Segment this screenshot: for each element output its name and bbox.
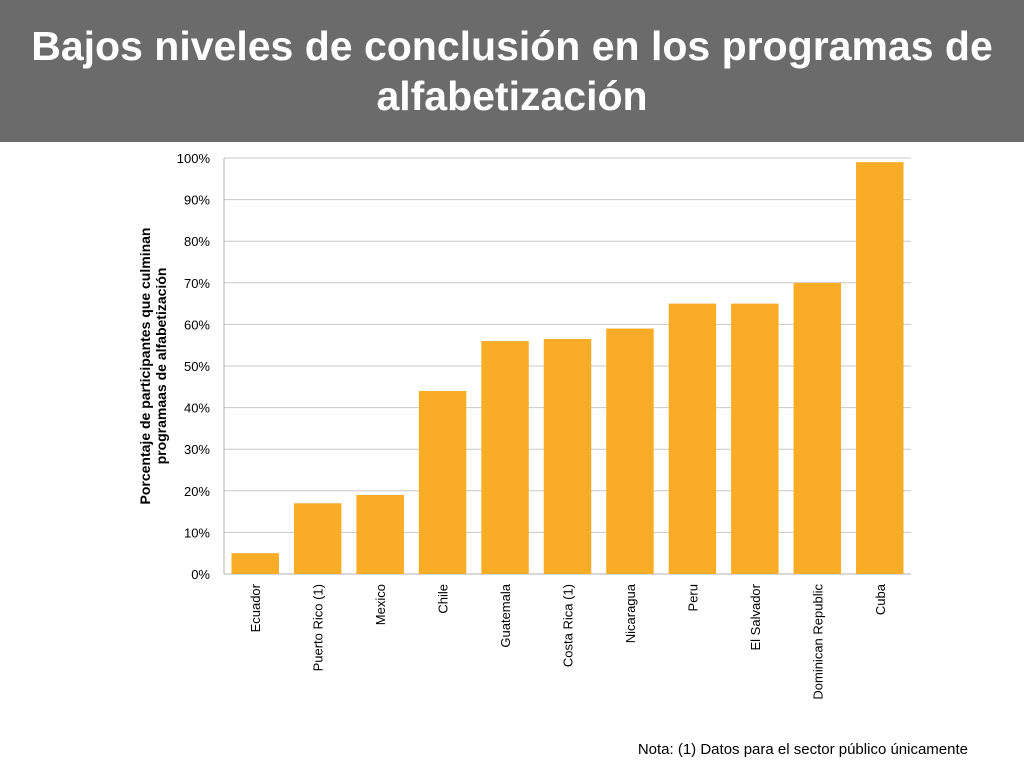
x-category-label: Ecuador	[248, 583, 263, 632]
bar-chart: 0% 10% 20% 30% 40% 50% 60% 70% 80% 90% 100% Ecuador…	[137, 151, 911, 700]
y-axis-title: Porcentaje de participantes que culminan…	[137, 228, 169, 505]
y-tick-label: 60%	[184, 317, 210, 332]
x-category-label: Mexico	[373, 584, 388, 625]
y-tick-label: 30%	[184, 442, 210, 457]
x-category-label: Cuba	[873, 583, 888, 615]
y-tick-label: 70%	[184, 276, 210, 291]
y-tick-label: 10%	[184, 525, 210, 540]
bar	[856, 162, 904, 574]
x-category-label: Guatemala	[498, 583, 513, 647]
x-category-label: Dominican Republic	[810, 584, 825, 700]
footnote: Nota: (1) Datos para el sector público ú…	[637, 741, 968, 758]
y-tick-label: 40%	[184, 401, 210, 416]
x-category-label: Chile	[436, 584, 451, 614]
x-category-label: Costa Rica (1)	[561, 584, 576, 667]
bar	[356, 494, 404, 574]
bar	[606, 328, 654, 574]
bar	[731, 303, 779, 574]
title-bar: Bajos niveles de conclusión en los progr…	[0, 0, 1024, 142]
x-category-label: Peru	[685, 584, 700, 611]
y-tick-label: 100%	[177, 151, 211, 166]
y-tick-label: 50%	[184, 359, 210, 374]
bar	[793, 282, 842, 574]
bar	[543, 338, 592, 574]
bar	[293, 503, 342, 574]
bar	[418, 390, 467, 574]
y-tick-label: 80%	[184, 234, 210, 249]
bar	[481, 341, 529, 574]
y-tick-label: 20%	[184, 484, 210, 499]
bar	[231, 553, 279, 574]
x-category-label: Nicaragua	[623, 583, 638, 643]
x-category-label: Puerto Rico (1)	[311, 584, 326, 671]
page-title: Bajos niveles de conclusión en los progr…	[31, 23, 993, 119]
x-category-label: El Salvador	[748, 583, 763, 650]
bar	[668, 303, 717, 574]
y-tick-label: 90%	[184, 193, 210, 208]
y-tick-label: 0%	[191, 567, 210, 582]
